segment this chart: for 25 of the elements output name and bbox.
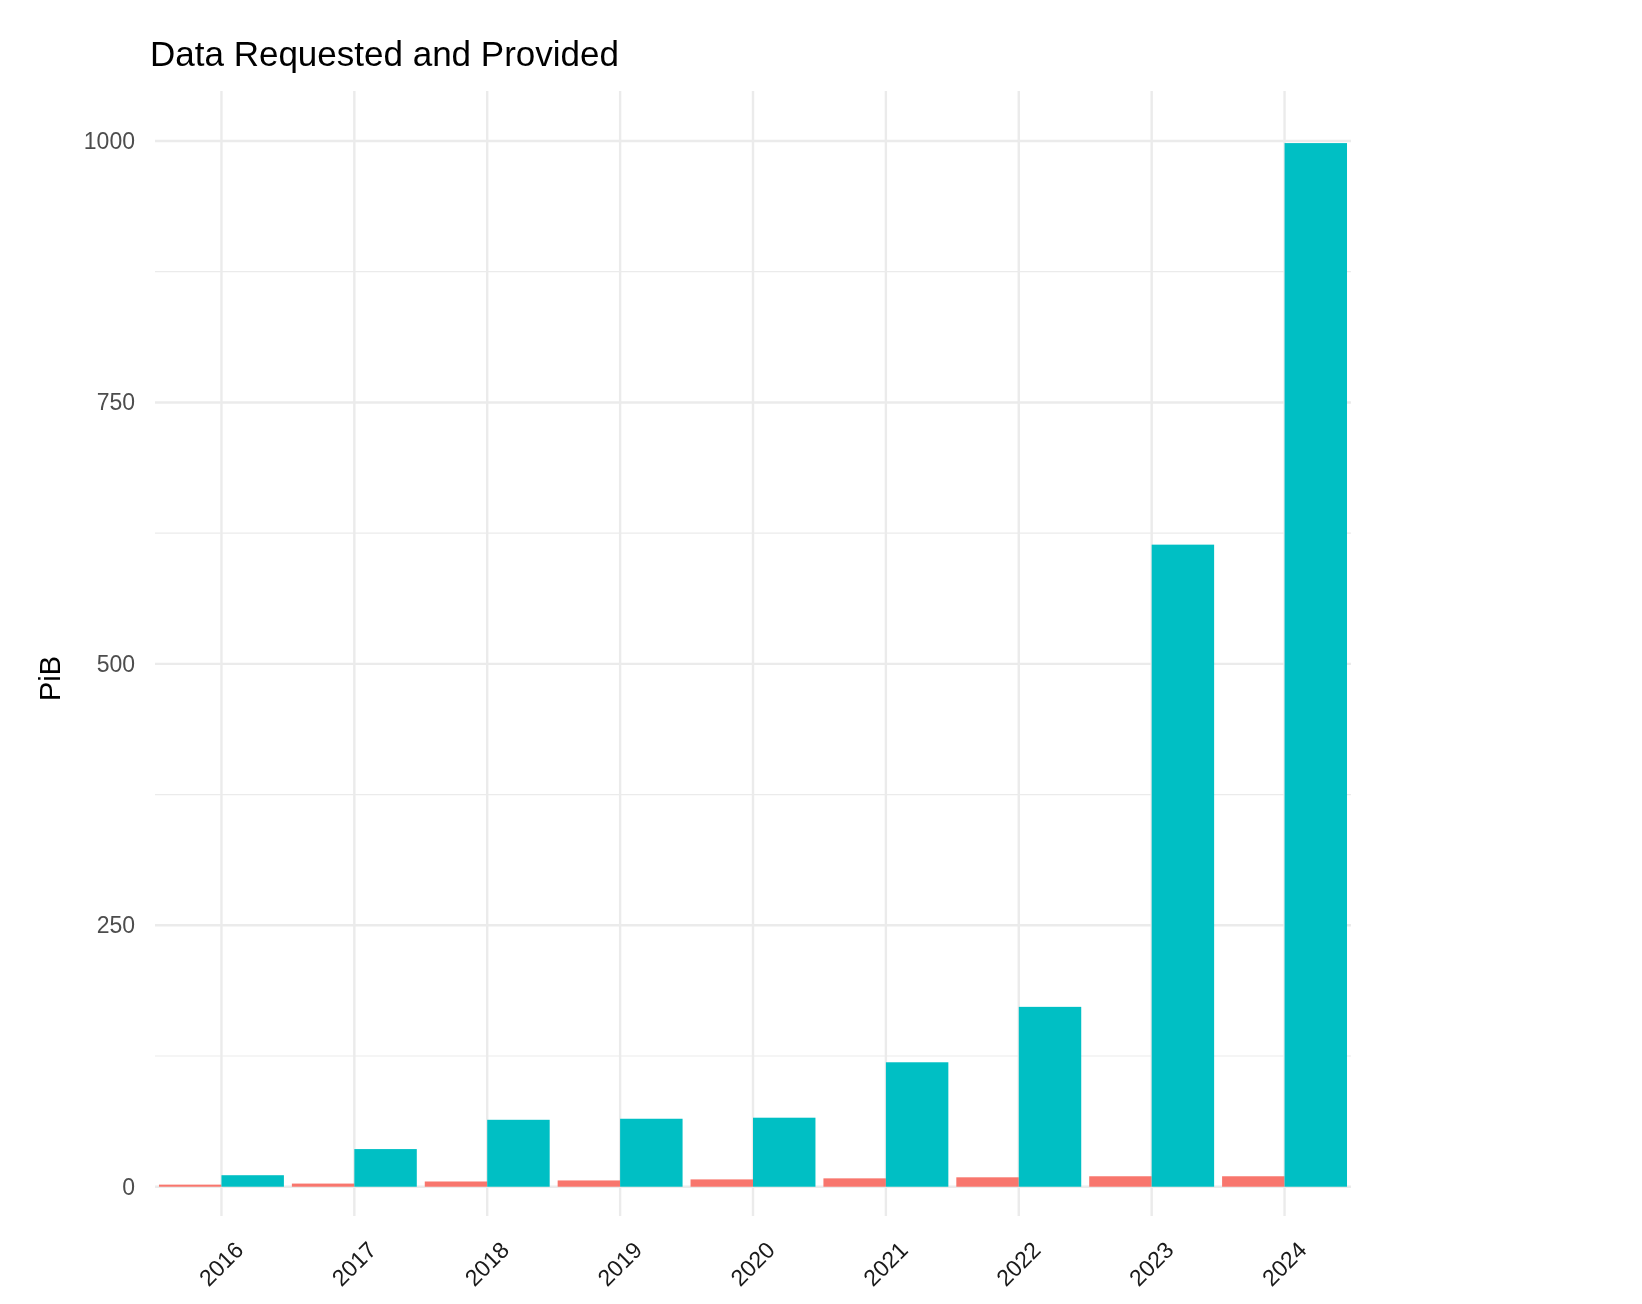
y-tick-label: 750	[96, 389, 135, 416]
bar	[1151, 544, 1215, 1187]
bar	[557, 1180, 621, 1187]
bar	[823, 1178, 886, 1187]
bar	[221, 1175, 284, 1187]
bar	[1222, 1176, 1285, 1187]
chart-title: Data Requested and Provided	[150, 34, 619, 73]
y-tick-label: 250	[96, 912, 135, 939]
bar	[1284, 143, 1348, 1187]
y-tick-label: 0	[122, 1173, 135, 1200]
bar	[487, 1119, 550, 1187]
bar	[291, 1183, 355, 1187]
bar	[158, 1184, 222, 1187]
y-tick-label: 1000	[83, 128, 135, 155]
y-tick-label: 500	[96, 650, 135, 677]
bar	[424, 1181, 488, 1187]
bar	[956, 1177, 1019, 1187]
bar	[1018, 1006, 1082, 1187]
bar	[690, 1179, 753, 1187]
bar	[620, 1118, 683, 1187]
bar	[753, 1117, 816, 1187]
bar	[354, 1149, 417, 1187]
bar	[885, 1062, 949, 1187]
y-axis-title: PiB	[34, 655, 66, 702]
bar	[1089, 1176, 1152, 1187]
